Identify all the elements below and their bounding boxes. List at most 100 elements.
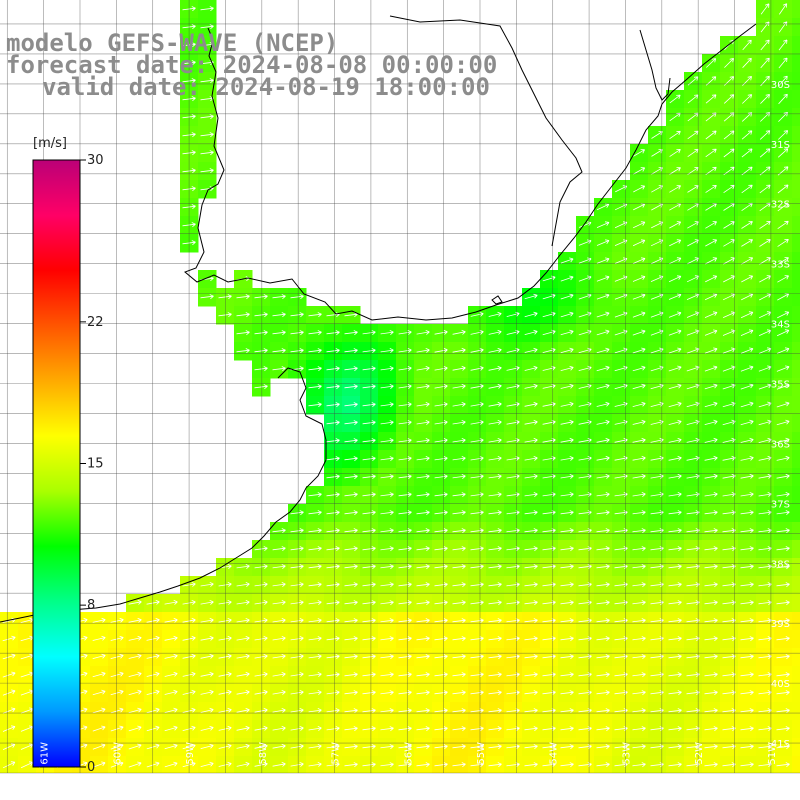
wind-cell bbox=[792, 450, 800, 469]
wind-arrow bbox=[740, 492, 754, 497]
wind-arrow bbox=[344, 636, 358, 642]
colorbar-tick-label: 8 bbox=[87, 598, 95, 613]
wind-arrow bbox=[632, 239, 646, 247]
wind-arrow bbox=[398, 672, 412, 678]
wind-arrow bbox=[704, 582, 718, 588]
wind-arrow bbox=[704, 654, 718, 660]
wind-arrow bbox=[452, 347, 466, 353]
wind-arrow bbox=[362, 348, 376, 354]
wind-arrow bbox=[272, 618, 286, 623]
wind-arrow bbox=[742, 57, 752, 68]
wind-arrow bbox=[308, 510, 322, 516]
wind-arrow bbox=[596, 365, 610, 372]
wind-arrow bbox=[290, 744, 304, 749]
wind-cell bbox=[450, 756, 469, 773]
wind-arrow bbox=[776, 708, 790, 714]
lon-label: 55W bbox=[476, 742, 487, 765]
wind-arrow bbox=[110, 689, 124, 696]
wind-arrow bbox=[110, 671, 124, 678]
wind-arrow bbox=[200, 689, 214, 695]
wind-arrow bbox=[724, 58, 734, 68]
wind-arrow bbox=[740, 401, 754, 408]
wind-arrow bbox=[488, 510, 502, 516]
wind-arrow bbox=[524, 474, 538, 479]
lat-label: 34S bbox=[771, 320, 790, 331]
wind-arrow bbox=[254, 654, 268, 659]
wind-arrow bbox=[776, 690, 790, 696]
wind-arrow bbox=[488, 528, 502, 534]
wind-arrow bbox=[705, 275, 718, 283]
wind-arrow bbox=[452, 762, 466, 768]
wind-cell bbox=[198, 756, 217, 773]
wind-arrow bbox=[290, 564, 304, 570]
wind-arrow bbox=[668, 275, 682, 283]
wind-arrow bbox=[380, 528, 394, 534]
wind-arrow bbox=[470, 726, 484, 732]
lon-label: 61W bbox=[40, 742, 51, 765]
wind-arrow bbox=[416, 618, 430, 624]
wind-arrow bbox=[470, 492, 484, 498]
wind-arrow bbox=[344, 330, 358, 336]
wind-arrow bbox=[272, 528, 286, 534]
wind-cell bbox=[540, 756, 559, 773]
wind-arrow bbox=[776, 654, 790, 660]
wind-arrow bbox=[488, 762, 502, 768]
wind-arrow bbox=[632, 726, 646, 732]
wind-arrow bbox=[524, 401, 538, 407]
wind-arrow bbox=[524, 726, 538, 732]
wind-arrow bbox=[596, 564, 610, 570]
wind-arrow bbox=[470, 708, 484, 714]
wind-arrow bbox=[740, 726, 754, 732]
wind-arrow bbox=[560, 311, 574, 318]
wind-arrow bbox=[362, 456, 376, 462]
wind-arrow bbox=[380, 366, 394, 372]
lat-label: 36S bbox=[771, 439, 790, 450]
wind-arrow bbox=[362, 438, 376, 444]
wind-arrow bbox=[777, 220, 789, 230]
wind-arrow bbox=[722, 690, 736, 696]
wind-arrow bbox=[236, 689, 250, 695]
wind-arrow bbox=[560, 275, 574, 282]
wind-arrow bbox=[344, 726, 358, 732]
wind-cell bbox=[792, 468, 800, 487]
wind-arrow bbox=[759, 221, 771, 229]
wind-arrow bbox=[668, 383, 682, 390]
colorbar-tick-label: 22 bbox=[87, 315, 104, 330]
wind-arrow bbox=[380, 726, 394, 732]
wind-arrow bbox=[434, 528, 448, 534]
wind-arrow bbox=[308, 330, 322, 336]
wind-arrow bbox=[164, 707, 178, 713]
wind-arrow bbox=[596, 257, 610, 264]
title-line-1: modelo GEFS-WAVE (NCEP) bbox=[6, 29, 338, 57]
wind-arrow bbox=[452, 528, 466, 534]
wind-arrow bbox=[669, 167, 681, 175]
wind-arrow bbox=[110, 617, 124, 623]
wind-arrow bbox=[488, 365, 502, 371]
wind-cell bbox=[756, 756, 775, 773]
wind-arrow bbox=[92, 725, 106, 732]
wind-arrow bbox=[488, 618, 502, 624]
wind-arrow bbox=[777, 257, 789, 265]
wind-arrow bbox=[776, 528, 790, 534]
wind-arrow bbox=[760, 75, 770, 87]
colorbar-tick-label: 30 bbox=[87, 153, 104, 168]
wind-arrow bbox=[254, 564, 268, 570]
wind-arrow bbox=[524, 347, 538, 353]
wind-arrow bbox=[128, 707, 142, 714]
wind-arrow bbox=[596, 293, 610, 300]
wind-arrow bbox=[470, 365, 484, 371]
wind-arrow bbox=[92, 635, 106, 641]
wind-arrow bbox=[398, 402, 412, 408]
wind-arrow bbox=[200, 24, 214, 30]
wind-arrow bbox=[742, 94, 753, 104]
wind-arrow bbox=[272, 654, 286, 659]
wind-arrow bbox=[488, 546, 502, 552]
wind-arrow bbox=[470, 438, 484, 443]
wind-cell bbox=[792, 396, 800, 415]
wind-arrow bbox=[524, 293, 538, 300]
wind-arrow bbox=[326, 636, 340, 642]
wind-cell bbox=[792, 522, 800, 541]
wind-arrow bbox=[452, 708, 466, 714]
wind-arrow bbox=[740, 347, 754, 354]
wind-arrow bbox=[362, 726, 376, 732]
